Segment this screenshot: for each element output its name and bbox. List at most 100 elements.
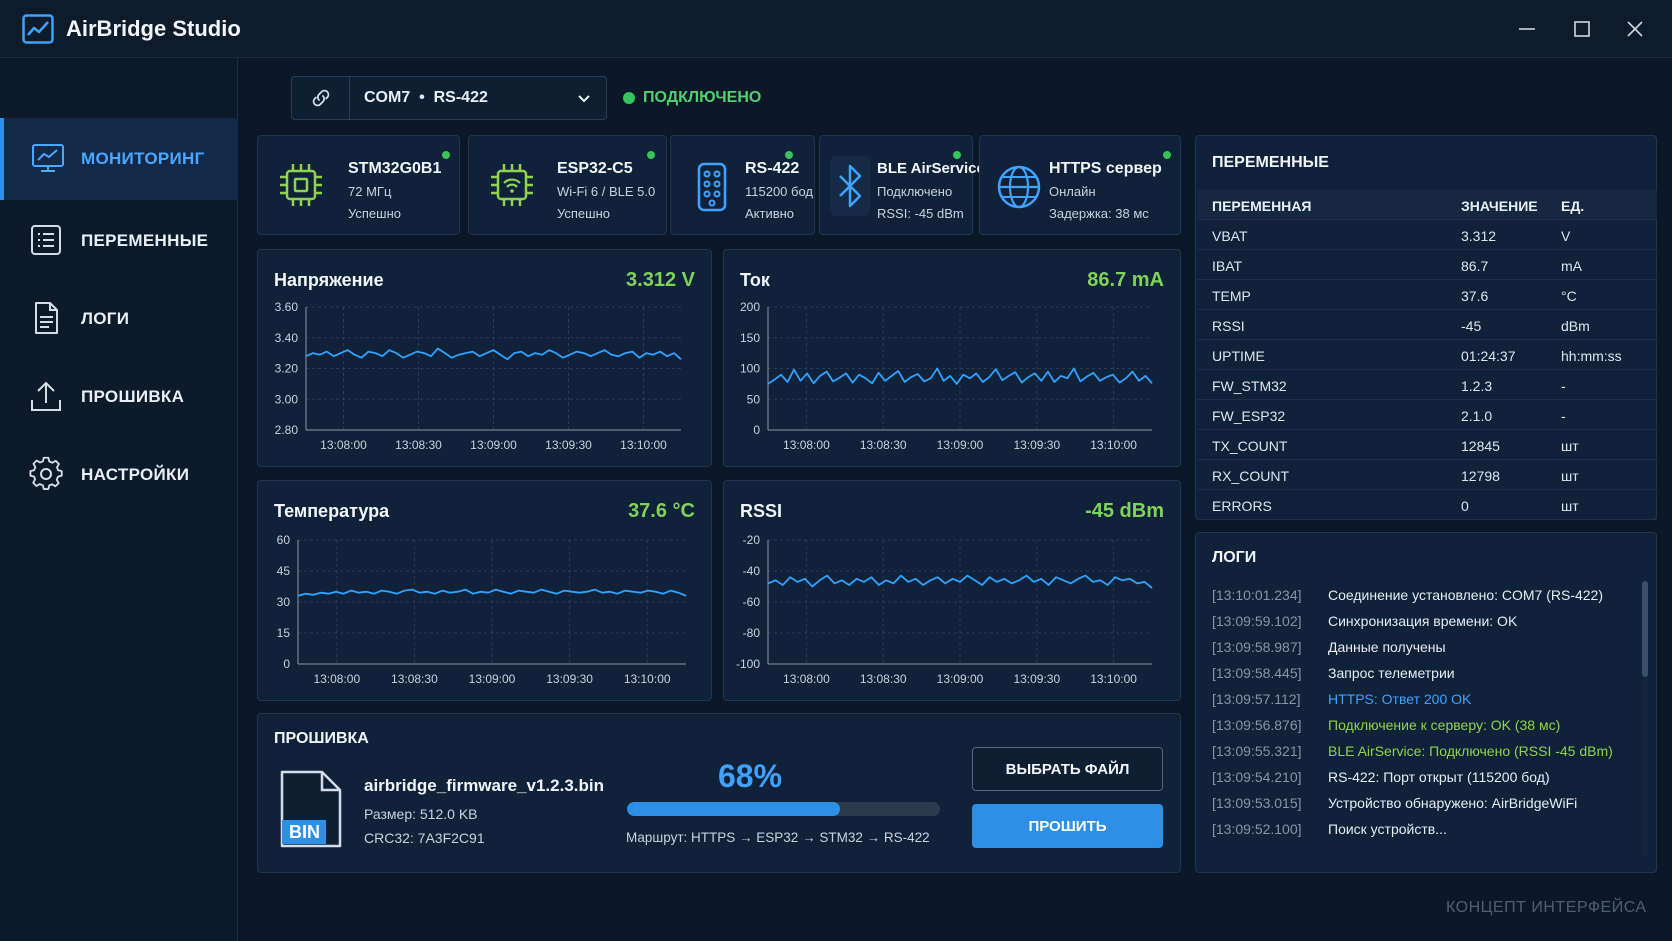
x-tick-label: 13:09:30 xyxy=(1013,672,1060,686)
app-logo-icon xyxy=(22,14,54,44)
nav-item-logs[interactable]: ЛОГИ xyxy=(0,278,238,360)
log-timestamp: [13:09:55.321] xyxy=(1212,743,1302,759)
port-select[interactable]: COM7 • RS-422 xyxy=(291,76,607,120)
table-cell: FW_ESP32 xyxy=(1212,408,1286,424)
column-header: ЕД. xyxy=(1561,198,1585,214)
firmware-route: Маршрут: HTTPS → ESP32 → STM32 → RS-422 xyxy=(626,830,930,845)
y-tick-label: 150 xyxy=(740,331,760,345)
table-cell: mA xyxy=(1561,258,1582,274)
temperature-chart-card: Температура 37.6 °C 60 45 30 15 0 13:08:00 13:… xyxy=(257,480,712,701)
progress-percent: 68% xyxy=(718,758,783,794)
connection-status-dot xyxy=(623,92,635,104)
log-timestamp: [13:09:58.445] xyxy=(1212,665,1302,681)
log-entry: [13:09:53.015] Устройство обнаружено: Air… xyxy=(1212,795,1642,815)
x-tick-label: 13:09:30 xyxy=(545,438,592,452)
status-dot xyxy=(647,151,655,159)
log-entry: [13:09:58.987] Данные получены xyxy=(1212,639,1642,659)
current-chart: 200 150 100 50 0 13:08:00 13:08:30 13:09:00 13:0… xyxy=(740,300,1153,452)
table-cell: RX_COUNT xyxy=(1212,468,1290,484)
table-row: IBAT 86.7 mA xyxy=(1197,250,1657,280)
device-detail: Wi-Fi 6 / BLE 5.0 xyxy=(557,184,656,199)
link-icon xyxy=(312,89,330,107)
table-cell: 01:24:37 xyxy=(1461,348,1516,364)
panel-title: ПЕРЕМЕННЫЕ xyxy=(1212,154,1329,171)
device-card-https[interactable]: HTTPS сервер Онлайн Задержка: 38 мс xyxy=(979,135,1181,235)
file-badge: BIN xyxy=(289,822,320,842)
log-entry: [13:10:01.234] Соединение установлено: CO… xyxy=(1212,587,1642,607)
nav-item-monitoring[interactable]: МОНИТОРИНГ xyxy=(0,118,238,200)
watermark: КОНЦЕПТ ИНТЕРФЕЙСА xyxy=(1446,899,1647,916)
log-scrollbar-track[interactable] xyxy=(1642,581,1648,856)
status-dot xyxy=(442,151,450,159)
log-message: Подключение к серверу: OK (38 мс) xyxy=(1328,717,1561,733)
table-cell: шт xyxy=(1561,468,1579,484)
table-cell: RSSI xyxy=(1212,318,1245,334)
device-name: BLE AirService xyxy=(877,160,985,177)
gear-icon xyxy=(29,456,63,490)
maximize-icon[interactable] xyxy=(1569,16,1595,42)
log-message: BLE AirService: Подключено (RSSI -45 dBm… xyxy=(1328,743,1613,759)
log-message: Синхронизация времени: OK xyxy=(1328,613,1518,629)
list-icon xyxy=(31,225,61,255)
x-tick-label: 13:08:30 xyxy=(860,672,907,686)
device-name: HTTPS сервер xyxy=(1049,160,1162,177)
y-tick-label: -20 xyxy=(743,533,761,547)
chevron-down-icon[interactable] xyxy=(576,91,592,107)
device-card-rs422[interactable]: RS-422 115200 бод Активно xyxy=(670,135,815,235)
x-tick-label: 13:09:00 xyxy=(469,672,516,686)
table-cell: VBAT xyxy=(1212,228,1248,244)
x-tick-label: 13:08:00 xyxy=(783,672,830,686)
nav-label: ЛОГИ xyxy=(81,309,130,328)
variables-panel: ПЕРЕМЕННЫЕ ПЕРЕМЕННАЯ ЗНАЧЕНИЕ ЕД. VBAT 3… xyxy=(1195,135,1657,520)
device-card-esp32[interactable]: ESP32-C5 Wi-Fi 6 / BLE 5.0 Успешно xyxy=(468,135,667,235)
y-tick-label: -100 xyxy=(736,657,760,671)
table-cell: 0 xyxy=(1461,498,1469,514)
close-icon[interactable] xyxy=(1622,16,1648,42)
device-detail: Подключено xyxy=(877,184,953,199)
log-entry: [13:09:54.210] RS-422: Порт открыт (11520… xyxy=(1212,769,1642,789)
device-status: Успешно xyxy=(557,206,610,221)
port-link-area xyxy=(292,77,350,119)
table-cell: V xyxy=(1561,228,1571,244)
table-cell: FW_STM32 xyxy=(1212,378,1287,394)
table-cell: hh:mm:ss xyxy=(1561,348,1622,364)
nav-label: ПЕРЕМЕННЫЕ xyxy=(81,231,209,250)
table-cell: 12845 xyxy=(1461,438,1500,454)
device-detail: Онлайн xyxy=(1049,184,1096,199)
table-row: FW_ESP32 2.1.0 - xyxy=(1197,400,1657,430)
table-row: FW_STM32 1.2.3 - xyxy=(1197,370,1657,400)
device-detail: 115200 бод xyxy=(745,184,814,199)
log-message: HTTPS: Ответ 200 OK xyxy=(1328,691,1472,707)
log-entry: [13:09:56.876] Подключение к серверу: OK … xyxy=(1212,717,1642,737)
series-line xyxy=(767,574,1153,589)
table-cell: - xyxy=(1561,378,1566,394)
nav-item-settings[interactable]: НАСТРОЙКИ xyxy=(0,434,238,516)
y-tick-label: 100 xyxy=(740,362,760,376)
log-entry: [13:09:58.445] Запрос телеметрии xyxy=(1212,665,1642,685)
progress-fill xyxy=(627,802,840,816)
nav-item-variables[interactable]: ПЕРЕМЕННЫЕ xyxy=(0,200,238,282)
log-scrollbar-thumb[interactable] xyxy=(1642,581,1648,677)
select-file-button[interactable]: ВЫБРАТЬ ФАЙЛ xyxy=(972,747,1163,791)
table-cell: -45 xyxy=(1461,318,1482,334)
device-status: Успешно xyxy=(348,206,401,221)
firmware-crc: CRC32: 7A3F2C91 xyxy=(364,830,485,846)
flash-button[interactable]: ПРОШИТЬ xyxy=(972,804,1163,848)
column-header: ПЕРЕМЕННАЯ xyxy=(1212,198,1312,214)
device-card-ble[interactable]: BLE AirService Подключено RSSI: -45 dBm xyxy=(819,135,985,235)
minimize-icon[interactable] xyxy=(1514,16,1540,42)
x-tick-label: 13:09:30 xyxy=(1013,438,1060,452)
table-cell: °C xyxy=(1561,288,1577,304)
log-timestamp: [13:09:56.876] xyxy=(1212,717,1302,733)
title-bar: AirBridge Studio xyxy=(0,0,1672,58)
app-title: AirBridge Studio xyxy=(66,16,241,41)
nav-item-firmware[interactable]: ПРОШИВКА xyxy=(0,356,238,438)
port-value: COM7 • RS-422 xyxy=(364,89,488,106)
y-tick-label: 15 xyxy=(277,626,291,640)
log-timestamp: [13:09:53.015] xyxy=(1212,795,1302,811)
device-card-stm32[interactable]: STM32G0B1 72 МГц Успешно xyxy=(257,135,460,235)
table-cell: ERRORS xyxy=(1212,498,1272,514)
log-timestamp: [13:09:54.210] xyxy=(1212,769,1302,785)
y-tick-label: -80 xyxy=(743,626,761,640)
table-cell: dBm xyxy=(1561,318,1590,334)
